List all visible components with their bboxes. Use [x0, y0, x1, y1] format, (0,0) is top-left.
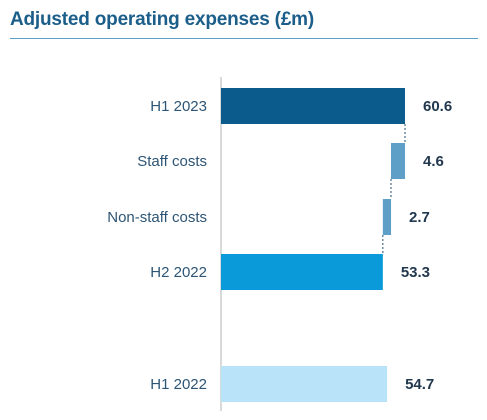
- category-label-h1-2022: H1 2022: [150, 376, 207, 393]
- value-label-h1-2022: 54.7: [405, 376, 434, 393]
- value-label-h1-2023: 60.6: [423, 98, 452, 115]
- value-label-h2-2022: 53.3: [401, 264, 430, 281]
- bar-non-staff-costs: [382, 199, 392, 235]
- chart-title: Adjusted operating expenses (£m): [10, 9, 315, 30]
- value-label-staff-costs: 4.6: [423, 153, 444, 170]
- category-label-non-staff-costs: Non-staff costs: [107, 209, 207, 226]
- title-divider: [10, 38, 478, 39]
- category-label-h1-2023: H1 2023: [150, 98, 207, 115]
- bar-staff-costs: [391, 143, 405, 179]
- bar-h1-2023: [221, 88, 405, 124]
- bar-h1-2022: [221, 366, 388, 402]
- category-label-staff-costs: Staff costs: [137, 153, 207, 170]
- value-label-non-staff-costs: 2.7: [409, 209, 430, 226]
- bar-h2-2022: [221, 254, 383, 290]
- category-label-h2-2022: H2 2022: [150, 264, 207, 281]
